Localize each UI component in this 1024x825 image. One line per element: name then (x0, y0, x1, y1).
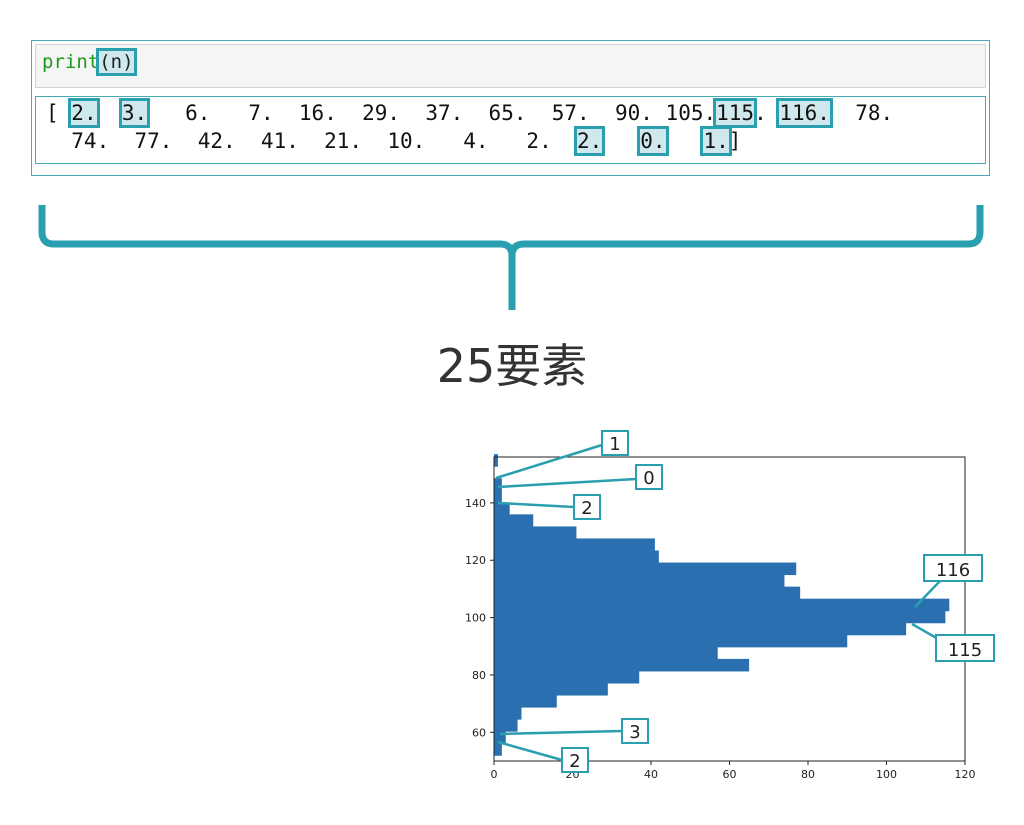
callout-box (621, 718, 649, 744)
callout-label: 115 (948, 640, 982, 661)
output-text: 78. (829, 101, 894, 125)
highlighted-value: 116. (776, 98, 833, 128)
argument-highlight: (n) (96, 48, 137, 76)
code-text: print(n) (42, 48, 137, 76)
callout-box (601, 430, 629, 456)
output-text: 74. 77. 42. 41. 21. 10. 4. 2. (46, 129, 578, 153)
callout-leader (497, 740, 563, 762)
callout-box (635, 464, 663, 490)
output-text: [ (46, 101, 72, 125)
histogram-bar (494, 454, 498, 467)
brace (38, 205, 984, 310)
callout-box (923, 554, 983, 582)
highlighted-value: 0. (637, 126, 669, 156)
cell-output: [ 2. 3. 6. 7. 16. 29. 37. 65. 57. 90. 10… (35, 96, 986, 164)
callout-box (561, 747, 589, 773)
print-keyword: print (42, 51, 100, 73)
histogram-bar (494, 695, 557, 708)
y-tick-label: 120 (465, 554, 486, 567)
histogram-bar (494, 610, 946, 624)
y-tick-label: 100 (465, 612, 486, 625)
code-input[interactable]: print(n) (35, 44, 986, 88)
callout-leader (497, 477, 637, 489)
histogram-bar (494, 682, 608, 696)
histogram-bar (494, 574, 785, 588)
x-tick-label: 120 (955, 768, 976, 781)
notebook-cell: print(n) [ 2. 3. 6. 7. 16. 29. 37. 65. 5… (31, 40, 990, 176)
histogram-bar (494, 707, 522, 720)
y-tick-label: 140 (465, 497, 486, 510)
output-text: . (754, 101, 780, 125)
histogram-bar (494, 586, 801, 600)
histogram-bar (494, 538, 655, 551)
callout-leader (499, 729, 623, 736)
element-count-caption: 25要素 (436, 339, 588, 393)
callout-label: 2 (581, 498, 592, 519)
callout-box (935, 634, 995, 662)
x-tick-label: 40 (644, 768, 658, 781)
histogram-bar (494, 550, 659, 564)
callout-label: 1 (609, 434, 620, 455)
histogram-bar (494, 634, 848, 648)
x-tick-label: 0 (491, 768, 498, 781)
histogram-bar (494, 562, 797, 576)
histogram-bar (494, 670, 640, 684)
histogram-bar (494, 719, 518, 732)
output-text: ] (728, 129, 742, 153)
histogram-bar (494, 622, 907, 636)
histogram-bar (494, 743, 502, 756)
histogram-bar (494, 514, 534, 527)
callout-label: 0 (643, 468, 654, 489)
y-tick-label: 60 (472, 726, 486, 739)
highlighted-value: 1. (700, 126, 732, 156)
callout-label: 3 (629, 722, 640, 743)
output-line-1: [ 2. 3. 6. 7. 16. 29. 37. 65. 57. 90. 10… (46, 98, 894, 128)
callout-leader (495, 443, 603, 480)
histogram-bar (494, 526, 577, 539)
histogram-bar (494, 598, 950, 612)
histogram-bar (494, 731, 506, 744)
output-text: 6. 7. 16. 29. 37. 65. 57. 90. 105. (147, 101, 717, 125)
histogram-bar (494, 502, 510, 515)
x-tick-label: 60 (723, 768, 737, 781)
highlighted-value: 2. (68, 98, 100, 128)
callout-label: 116 (936, 560, 970, 581)
callout-label: 2 (569, 751, 580, 772)
x-tick-label: 80 (801, 768, 815, 781)
highlighted-value: 2. (573, 126, 606, 156)
y-tick-label: 80 (472, 669, 486, 682)
histogram-bar (494, 646, 718, 660)
output-line-2: 74. 77. 42. 41. 21. 10. 4. 2. 2. 0. 1.] (46, 126, 742, 156)
highlighted-value: 3. (118, 98, 151, 128)
callout-leader (497, 501, 575, 509)
histogram-bar (494, 658, 750, 672)
highlighted-value: 115 (713, 98, 758, 128)
callout-leader (914, 580, 941, 608)
histogram-bar (494, 490, 502, 503)
histogram-bar (494, 478, 502, 491)
x-tick-label: 100 (876, 768, 897, 781)
callout-box (573, 494, 601, 520)
